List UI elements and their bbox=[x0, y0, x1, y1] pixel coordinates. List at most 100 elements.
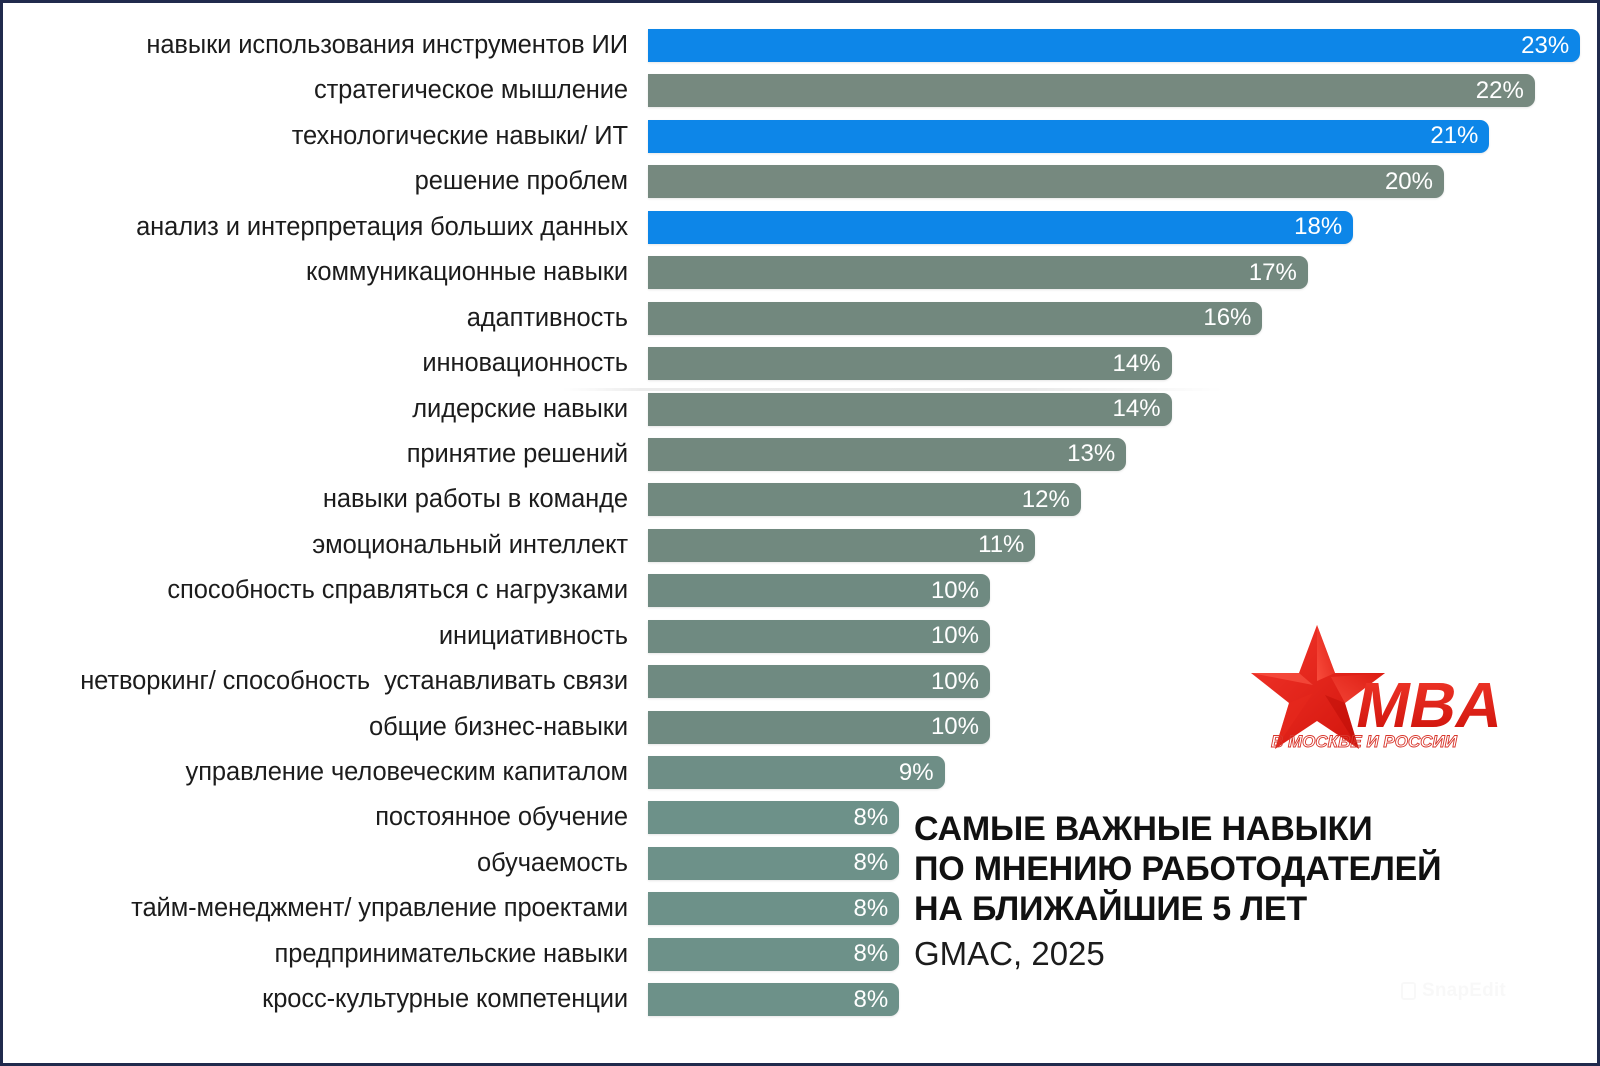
bar: 10% bbox=[648, 665, 990, 699]
bar-value-label: 13% bbox=[1067, 440, 1116, 468]
bar-row: эмоциональный интеллект 11% bbox=[3, 528, 1597, 574]
bar-track: 10% bbox=[648, 619, 1597, 653]
bar: 14% bbox=[648, 347, 1172, 381]
category-label: коммуникационные навыки bbox=[306, 258, 628, 287]
category-label: стратегическое мышление bbox=[313, 76, 628, 105]
category-label: способность справляться с нагрузками bbox=[167, 576, 628, 605]
bar: 11% bbox=[648, 528, 1036, 562]
category-label: анализ и интерпретация больших данных bbox=[136, 212, 628, 241]
bar: 21% bbox=[648, 119, 1490, 153]
bar: 8% bbox=[648, 801, 900, 835]
bar-value-label: 10% bbox=[930, 667, 979, 695]
bar-row: постоянное обучение 8% bbox=[3, 801, 1597, 846]
category-label: тайм-менеджмент/ управление проектами bbox=[131, 894, 628, 923]
bar-value-label: 11% bbox=[978, 531, 1025, 559]
bar-row: инновационность 14% bbox=[3, 347, 1597, 392]
bar-value-label: 18% bbox=[1294, 213, 1343, 241]
bar-row: адаптивность 16% bbox=[3, 301, 1597, 347]
bar-value-label: 8% bbox=[853, 849, 889, 877]
bar-value-label: 20% bbox=[1384, 167, 1433, 195]
bar-row: обучаемость 8% bbox=[3, 846, 1597, 892]
bar: 10% bbox=[648, 619, 990, 653]
category-label: технологические навыки/ ИТ bbox=[291, 121, 628, 150]
logo-wordmark: MBA bbox=[1351, 670, 1511, 741]
bar-row: анализ и интерпретация больших данных 18% bbox=[3, 210, 1597, 256]
mba-logo: MBA В МОСКВЕ И РОССИИ bbox=[1251, 615, 1511, 753]
bar-value-label: 14% bbox=[1112, 395, 1161, 422]
bar: 9% bbox=[648, 756, 945, 789]
bar: 20% bbox=[648, 165, 1444, 199]
bar-row: коммуникационные навыки 17% bbox=[3, 256, 1597, 301]
bar-value-label: 10% bbox=[930, 622, 979, 650]
bar-value-label: 16% bbox=[1203, 304, 1252, 332]
bar-row: лидерские навыки 14% bbox=[3, 392, 1597, 438]
bar-value-label: 10% bbox=[930, 576, 979, 604]
bar-track: 14% bbox=[648, 392, 1597, 426]
bar-track: 8% bbox=[648, 892, 1597, 926]
bar-row: тайм-менеджмент/ управление проектами 8% bbox=[3, 892, 1597, 937]
bar: 8% bbox=[648, 846, 900, 880]
bar-value-label: 9% bbox=[898, 758, 934, 786]
bar: 18% bbox=[648, 210, 1354, 244]
bar-value-label: 23% bbox=[1521, 31, 1570, 59]
bar: 10% bbox=[648, 710, 990, 744]
category-label: эмоциональный интеллект bbox=[312, 530, 628, 559]
bar: 22% bbox=[648, 74, 1535, 108]
bar-row: способность справляться с нагрузками 10% bbox=[3, 574, 1597, 619]
bar: 23% bbox=[648, 29, 1581, 62]
bar-row: кросс-культурные компетенции 8% bbox=[3, 983, 1597, 1028]
bar-track: 9% bbox=[648, 756, 1597, 789]
bar-row: навыки работы в команде 12% bbox=[3, 483, 1597, 528]
title-line-2: ПО МНЕНИЮ РАБОТОДАТЕЛЕЙ bbox=[914, 850, 1442, 888]
category-label: лидерские навыки bbox=[412, 394, 628, 423]
bar-value-label: 21% bbox=[1430, 122, 1479, 150]
bar-row: инициативность 10% bbox=[3, 619, 1597, 665]
bar-row: решение проблем 20% bbox=[3, 165, 1597, 210]
bar-row: стратегическое мышление 22% bbox=[3, 74, 1597, 119]
bar: 10% bbox=[648, 574, 990, 608]
bar-track: 20% bbox=[648, 165, 1597, 199]
bar: 8% bbox=[648, 892, 900, 926]
bar-track: 22% bbox=[648, 74, 1597, 108]
bar-track: 12% bbox=[648, 483, 1597, 517]
bar-row: нетворкинг/ способность устанавливать св… bbox=[3, 665, 1597, 710]
category-label: принятие решений bbox=[406, 439, 628, 468]
bar-value-label: 14% bbox=[1112, 349, 1161, 377]
bar-chart-rows: навыки использования инструментов ИИ 23% с… bbox=[3, 29, 1597, 1029]
bar-track: 11% bbox=[648, 528, 1597, 562]
bar-track: 10% bbox=[648, 710, 1597, 744]
category-label: предпринимательские навыки bbox=[274, 939, 629, 968]
category-label: управление человеческим капиталом bbox=[185, 758, 629, 786]
bar-value-label: 8% bbox=[853, 985, 889, 1013]
bar: 17% bbox=[648, 256, 1308, 290]
bar: 13% bbox=[648, 437, 1127, 471]
bar-value-label: 10% bbox=[930, 713, 979, 741]
bar-track: 10% bbox=[648, 665, 1597, 699]
bar-value-label: 22% bbox=[1475, 76, 1524, 104]
red-star-icon bbox=[1251, 625, 1385, 749]
bar-row: навыки использования инструментов ИИ 23% bbox=[3, 29, 1597, 74]
bar-row: технологические навыки/ ИТ 21% bbox=[3, 119, 1597, 165]
category-label: постоянное обучение bbox=[375, 803, 628, 832]
category-label: нетворкинг/ способность устанавливать св… bbox=[80, 667, 628, 696]
chart-source: GMAC, 2025 bbox=[914, 935, 1105, 972]
svg-text:MBA: MBA bbox=[1351, 670, 1511, 741]
bar-row: предпринимательские навыки 8% bbox=[3, 937, 1597, 983]
category-label: решение проблем bbox=[414, 167, 628, 196]
bar-track: 10% bbox=[648, 574, 1597, 608]
bar-track: 8% bbox=[648, 846, 1597, 880]
category-label: навыки использования инструментов ИИ bbox=[146, 31, 628, 59]
bar-track: 18% bbox=[648, 210, 1597, 244]
category-label: инициативность bbox=[438, 621, 628, 650]
category-label: обучаемость bbox=[477, 848, 628, 877]
bar-track: 8% bbox=[648, 937, 1597, 971]
bar: 14% bbox=[648, 392, 1172, 426]
bar-track: 23% bbox=[648, 29, 1597, 62]
bar-track: 8% bbox=[648, 801, 1597, 835]
bar-row: управление человеческим капиталом 9% bbox=[3, 756, 1597, 801]
bar: 8% bbox=[648, 937, 900, 971]
bar-value-label: 8% bbox=[853, 940, 889, 968]
category-label: адаптивность bbox=[466, 303, 628, 332]
bar-track: 13% bbox=[648, 437, 1597, 471]
